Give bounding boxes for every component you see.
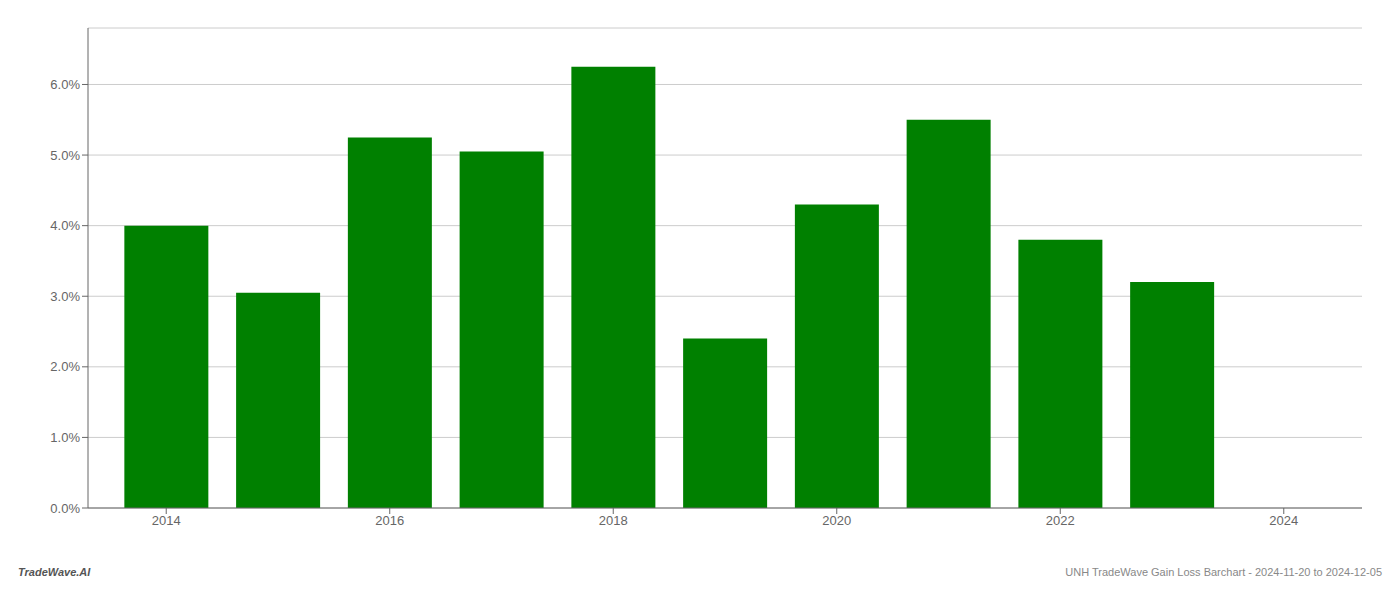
svg-text:4.0%: 4.0% xyxy=(50,218,80,233)
svg-text:2024: 2024 xyxy=(1269,513,1298,528)
svg-text:2016: 2016 xyxy=(375,513,404,528)
svg-text:2022: 2022 xyxy=(1046,513,1075,528)
svg-text:3.0%: 3.0% xyxy=(50,289,80,304)
svg-text:2020: 2020 xyxy=(822,513,851,528)
svg-text:2018: 2018 xyxy=(599,513,628,528)
svg-text:6.0%: 6.0% xyxy=(50,77,80,92)
svg-text:0.0%: 0.0% xyxy=(50,501,80,516)
svg-text:5.0%: 5.0% xyxy=(50,148,80,163)
svg-text:2.0%: 2.0% xyxy=(50,359,80,374)
html-text:TradeWave.AI: TradeWave.AI xyxy=(18,566,91,578)
svg-text:2014: 2014 xyxy=(152,513,181,528)
html-text:UNH TradeWave Gain Loss Barcha: UNH TradeWave Gain Loss Barchart - 2024-… xyxy=(1065,566,1382,578)
svg-text:1.0%: 1.0% xyxy=(50,430,80,445)
